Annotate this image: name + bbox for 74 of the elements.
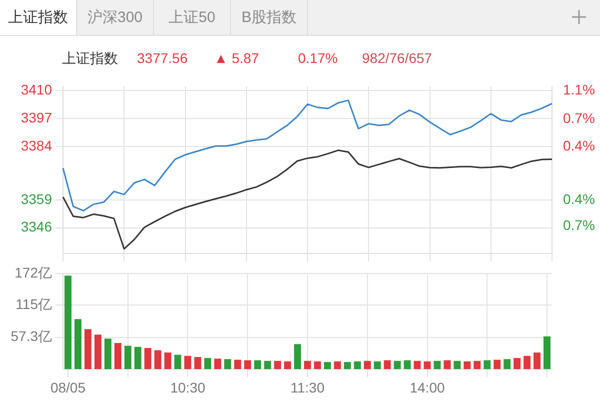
bar: [454, 360, 461, 370]
bar: [314, 361, 321, 370]
text: 3377.56: [137, 50, 188, 66]
y-tick-label: 3359: [20, 190, 52, 207]
x-tick-label: 08/05: [50, 379, 86, 396]
bar: [264, 360, 272, 370]
x-tick-label: 14:00: [410, 379, 445, 396]
text: 上证指数: [0, 0, 77, 35]
bar: [84, 329, 92, 370]
y2-tick-label: 0.4%: [563, 137, 595, 154]
y-tick-label: 57.3亿: [10, 328, 52, 344]
bar: [284, 361, 292, 370]
bar: [544, 336, 551, 370]
bar: [484, 360, 491, 370]
bar: [244, 360, 252, 370]
bar: [504, 359, 511, 370]
y-tick-label: 172亿: [14, 264, 52, 280]
text: ▲ 5.87: [214, 50, 259, 66]
bar: [204, 358, 212, 370]
bar: [514, 358, 521, 370]
bar: [374, 361, 381, 370]
bar: [274, 360, 282, 370]
bar: [194, 356, 202, 370]
bar: [224, 359, 232, 370]
bar: [414, 360, 421, 370]
bar: [184, 356, 192, 370]
text: 982/76/657: [362, 50, 432, 66]
bar: [294, 344, 302, 370]
bar: [64, 276, 72, 370]
x-tick-label: 10:30: [170, 379, 206, 396]
bar: [444, 360, 451, 370]
bar: [464, 361, 471, 370]
y-tick-label: 115亿: [16, 296, 52, 312]
y2-tick-label: 0.7%: [563, 217, 595, 234]
text: 沪深300: [77, 0, 154, 35]
bar: [134, 346, 142, 370]
bar: [524, 356, 531, 370]
bar: [174, 354, 182, 370]
bar: [254, 360, 262, 370]
bar: [334, 361, 341, 370]
text: B股指数: [231, 0, 308, 35]
bar: [234, 360, 242, 370]
bar: [384, 360, 391, 370]
y-tick-label: 3410: [20, 82, 52, 98]
bar: [144, 348, 152, 370]
bar: [494, 360, 501, 370]
text: 0.17%: [298, 50, 338, 66]
bar: [94, 334, 102, 370]
bar: [154, 350, 162, 370]
y-tick-label: 3346: [20, 218, 52, 235]
bar: [394, 360, 401, 370]
bar: [74, 319, 82, 370]
bar: [124, 346, 132, 370]
bar: [434, 360, 441, 370]
chart-title: 上证指数: [62, 50, 118, 68]
x-tick-label: 11:30: [290, 379, 325, 396]
y2-tick-label: 0.7%: [563, 110, 595, 126]
bar: [164, 352, 172, 370]
bar: [404, 360, 411, 370]
text: 上证50: [154, 0, 231, 35]
bar: [214, 358, 222, 370]
y-tick-label: 3384: [20, 137, 52, 154]
y-tick-label: 3397: [20, 109, 52, 126]
bar: [364, 360, 371, 370]
bar: [104, 338, 112, 370]
bar: [354, 361, 361, 370]
bar: [324, 362, 331, 370]
bar: [114, 343, 122, 370]
y2-tick-label: 1.1%: [563, 82, 595, 98]
y2-tick-label: 0.4%: [563, 190, 595, 207]
bar: [534, 352, 541, 370]
bar: [304, 360, 311, 370]
bar: [474, 360, 481, 370]
bar: [344, 362, 351, 370]
